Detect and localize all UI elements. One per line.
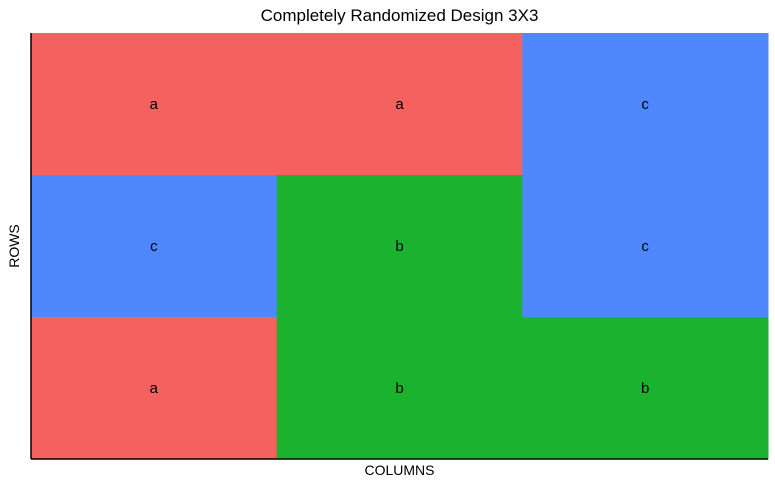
cell-r2-c1 xyxy=(31,175,278,318)
cell-label-r3-c3: b xyxy=(641,380,649,397)
y-axis-label: ROWS xyxy=(6,224,22,268)
cell-label-r3-c1: a xyxy=(150,380,159,397)
cell-label-r3-c2: b xyxy=(395,380,403,397)
cell-r1-c2 xyxy=(276,33,523,176)
cell-r1-c3 xyxy=(522,33,769,176)
x-axis-label: COLUMNS xyxy=(364,462,435,478)
cell-label-r1-c3: c xyxy=(641,96,649,113)
cell-label-r2-c1: c xyxy=(150,238,158,255)
chart-title: Completely Randomized Design 3X3 xyxy=(260,6,539,25)
cell-r3-c2 xyxy=(276,317,523,460)
cells-layer xyxy=(31,33,769,460)
cell-r3-c3 xyxy=(522,317,769,460)
cell-r1-c1 xyxy=(31,33,278,176)
cell-r3-c1 xyxy=(31,317,278,460)
cell-labels-layer: a a c c b c a b b xyxy=(150,96,650,397)
cell-label-r1-c2: a xyxy=(395,96,404,113)
cell-r2-c2 xyxy=(276,175,523,318)
cell-label-r1-c1: a xyxy=(150,96,159,113)
cell-r2-c3 xyxy=(522,175,769,318)
cell-label-r2-c2: b xyxy=(395,238,403,255)
cell-label-r2-c3: c xyxy=(641,238,649,255)
